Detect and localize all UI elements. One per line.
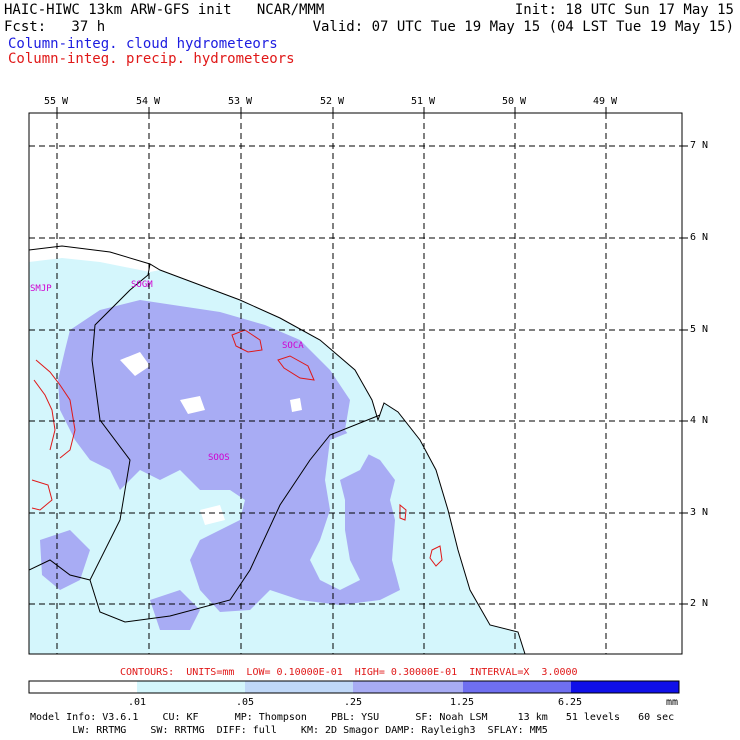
init-time: Init: 18 UTC Sun 17 May 15	[514, 2, 734, 18]
colorbar-tick: .05	[236, 697, 255, 708]
colorbar-tick: .01	[128, 697, 147, 708]
colorbar-tick: 6.25	[558, 697, 583, 708]
cloud-field-medium	[58, 300, 400, 612]
colorbar-tick: 1.25	[450, 697, 475, 708]
colorbar	[28, 680, 680, 694]
coastline	[29, 245, 526, 654]
valid-time: Valid: 07 UTC Tue 19 May 15 (04 LST Tue …	[312, 19, 734, 35]
country-borders	[29, 263, 381, 623]
lon-label: 51 W	[411, 96, 436, 107]
lon-label: 49 W	[593, 96, 618, 107]
lat-label: 5 N	[690, 324, 709, 335]
lon-label: 53 W	[228, 96, 253, 107]
lat-label: 3 N	[690, 507, 709, 518]
model-physics: LW: RRTMG SW: RRTMG DIFF: full KM: 2D Sm…	[30, 725, 548, 736]
map-frame	[28, 112, 683, 655]
lat-label: 7 N	[690, 140, 709, 151]
lon-label: 52 W	[320, 96, 345, 107]
field-legend-cloud: Column-integ. cloud hydrometeors	[8, 36, 278, 52]
colorbar-unit: mm	[666, 697, 679, 708]
station-label: SMJP	[30, 284, 52, 294]
lon-label: 50 W	[502, 96, 527, 107]
graticule	[29, 113, 682, 654]
contour-info: CONTOURS: UNITS=mm LOW= 0.10000E-01 HIGH…	[120, 667, 578, 678]
model-title: HAIC-HIWC 13km ARW-GFS init NCAR/MMM	[4, 2, 325, 18]
lat-label: 6 N	[690, 232, 709, 243]
lon-label: 55 W	[44, 96, 69, 107]
station-label: SOOS	[208, 453, 230, 463]
lat-label: 4 N	[690, 415, 709, 426]
model-info: Model Info: V3.6.1 CU: KF MP: Thompson P…	[30, 712, 675, 723]
field-legend-precip: Column-integ. precip. hydrometeors	[8, 51, 295, 67]
forecast-hour: Fcst: 37 h	[4, 19, 106, 35]
lon-label: 54 W	[136, 96, 161, 107]
station-label: SOGM	[131, 280, 153, 290]
colorbar-tick: .25	[344, 697, 363, 708]
lat-label: 2 N	[690, 598, 709, 609]
station-label: SOCA	[282, 341, 304, 351]
